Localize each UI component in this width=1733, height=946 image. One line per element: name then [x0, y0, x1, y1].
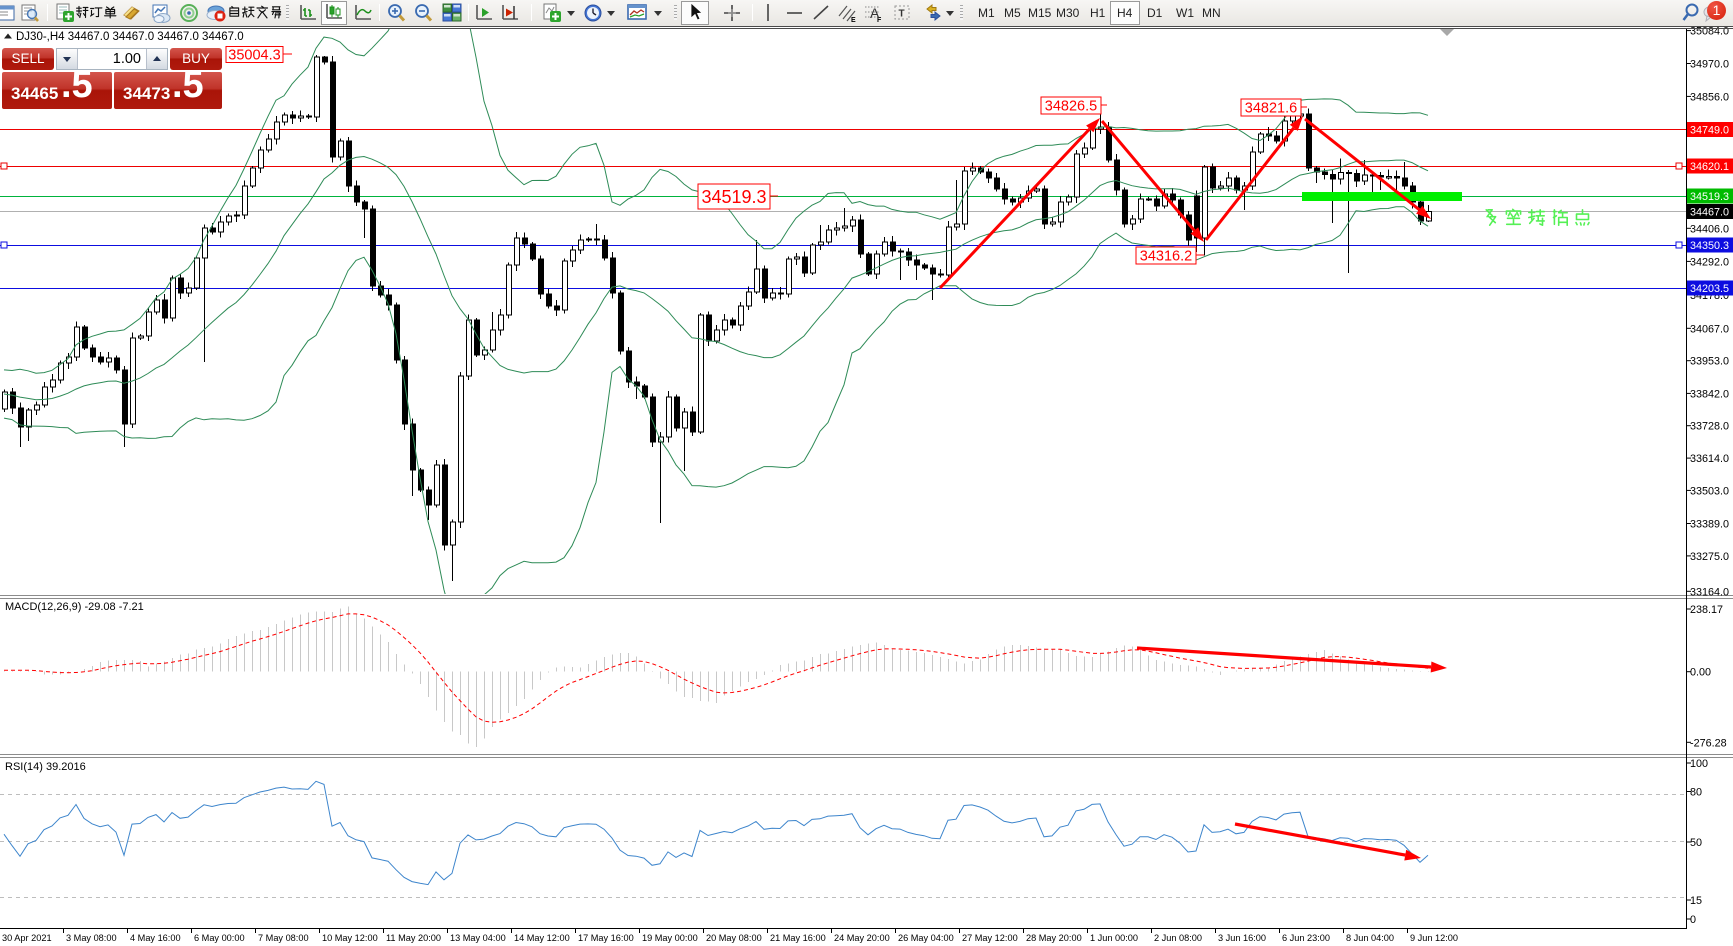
- svg-text:6 May 00:00: 6 May 00:00: [194, 933, 245, 943]
- svg-text:34749.0: 34749.0: [1690, 125, 1729, 137]
- svg-text:35004.3: 35004.3: [228, 48, 280, 64]
- svg-text:34467.0: 34467.0: [1690, 207, 1729, 219]
- svg-text:T: T: [899, 9, 905, 20]
- svg-text:34519.3: 34519.3: [701, 187, 766, 207]
- svg-text:30 Apr 2021: 30 Apr 2021: [2, 933, 52, 943]
- svg-text:F: F: [877, 17, 882, 24]
- svg-text:34519.3: 34519.3: [1690, 191, 1729, 203]
- svg-text:14 May 12:00: 14 May 12:00: [514, 933, 570, 943]
- svg-text:3 Jun 16:00: 3 Jun 16:00: [1218, 933, 1266, 943]
- svg-text:-276.28: -276.28: [1690, 737, 1727, 749]
- svg-text:19 May 00:00: 19 May 00:00: [642, 933, 698, 943]
- svg-text:80: 80: [1690, 787, 1702, 799]
- svg-text:27 May 12:00: 27 May 12:00: [962, 933, 1018, 943]
- svg-text:34620.1: 34620.1: [1690, 161, 1729, 173]
- svg-text:DJ30-,H4 34467.0 34467.0 3446: DJ30-,H4 34467.0 34467.0 34467.0 34467.0: [16, 31, 244, 43]
- svg-text:21 May 16:00: 21 May 16:00: [770, 933, 826, 943]
- svg-text:34856.0: 34856.0: [1690, 91, 1729, 103]
- svg-text:33842.0: 33842.0: [1690, 388, 1729, 400]
- svg-text:33389.0: 33389.0: [1690, 519, 1729, 531]
- svg-text:34292.0: 34292.0: [1690, 256, 1729, 268]
- svg-text:11 May 20:00: 11 May 20:00: [386, 933, 441, 943]
- svg-text:13 May 04:00: 13 May 04:00: [450, 933, 506, 943]
- svg-text:8 Jun 04:00: 8 Jun 04:00: [1346, 933, 1394, 943]
- svg-text:24 May 20:00: 24 May 20:00: [834, 933, 890, 943]
- svg-text:15: 15: [1690, 895, 1702, 907]
- svg-text:34316.2: 34316.2: [1140, 249, 1192, 265]
- svg-text:33275.0: 33275.0: [1690, 551, 1729, 563]
- svg-text:4 May 16:00: 4 May 16:00: [130, 933, 181, 943]
- svg-text:28 May 20:00: 28 May 20:00: [1026, 933, 1082, 943]
- svg-text:34203.5: 34203.5: [1690, 283, 1729, 295]
- svg-text:RSI(14) 39.2016: RSI(14) 39.2016: [5, 761, 86, 773]
- svg-text:E: E: [851, 17, 856, 24]
- svg-text:34821.6: 34821.6: [1245, 101, 1297, 117]
- svg-text:33953.0: 33953.0: [1690, 356, 1729, 368]
- svg-text:34067.0: 34067.0: [1690, 323, 1729, 335]
- svg-text:33728.0: 33728.0: [1690, 421, 1729, 433]
- svg-text:MACD(12,26,9) -29.08 -7.21: MACD(12,26,9) -29.08 -7.21: [5, 601, 144, 613]
- svg-text:34350.3: 34350.3: [1690, 240, 1729, 252]
- svg-text:6 Jun 23:00: 6 Jun 23:00: [1282, 933, 1330, 943]
- svg-text:34826.5: 34826.5: [1045, 99, 1097, 115]
- svg-text:0: 0: [1690, 914, 1696, 926]
- svg-text:10 May 12:00: 10 May 12:00: [322, 933, 378, 943]
- svg-text:2 Jun 08:00: 2 Jun 08:00: [1154, 933, 1202, 943]
- svg-text:50: 50: [1690, 837, 1702, 849]
- svg-text:33503.0: 33503.0: [1690, 485, 1729, 497]
- svg-text:34406.0: 34406.0: [1690, 223, 1729, 235]
- svg-text:0.00: 0.00: [1690, 667, 1711, 679]
- svg-text:34970.0: 34970.0: [1690, 59, 1729, 71]
- svg-text:238.17: 238.17: [1690, 604, 1723, 616]
- svg-text:100: 100: [1690, 758, 1708, 770]
- svg-text:20 May 08:00: 20 May 08:00: [706, 933, 762, 943]
- svg-text:1 Jun 00:00: 1 Jun 00:00: [1090, 933, 1138, 943]
- svg-text:17 May 16:00: 17 May 16:00: [578, 933, 634, 943]
- svg-text:7 May 08:00: 7 May 08:00: [258, 933, 309, 943]
- svg-text:26 May 04:00: 26 May 04:00: [898, 933, 954, 943]
- svg-text:9 Jun 12:00: 9 Jun 12:00: [1410, 933, 1458, 943]
- svg-text:33164.0: 33164.0: [1690, 586, 1729, 598]
- svg-text:33614.0: 33614.0: [1690, 453, 1729, 465]
- svg-text:3 May 08:00: 3 May 08:00: [66, 933, 117, 943]
